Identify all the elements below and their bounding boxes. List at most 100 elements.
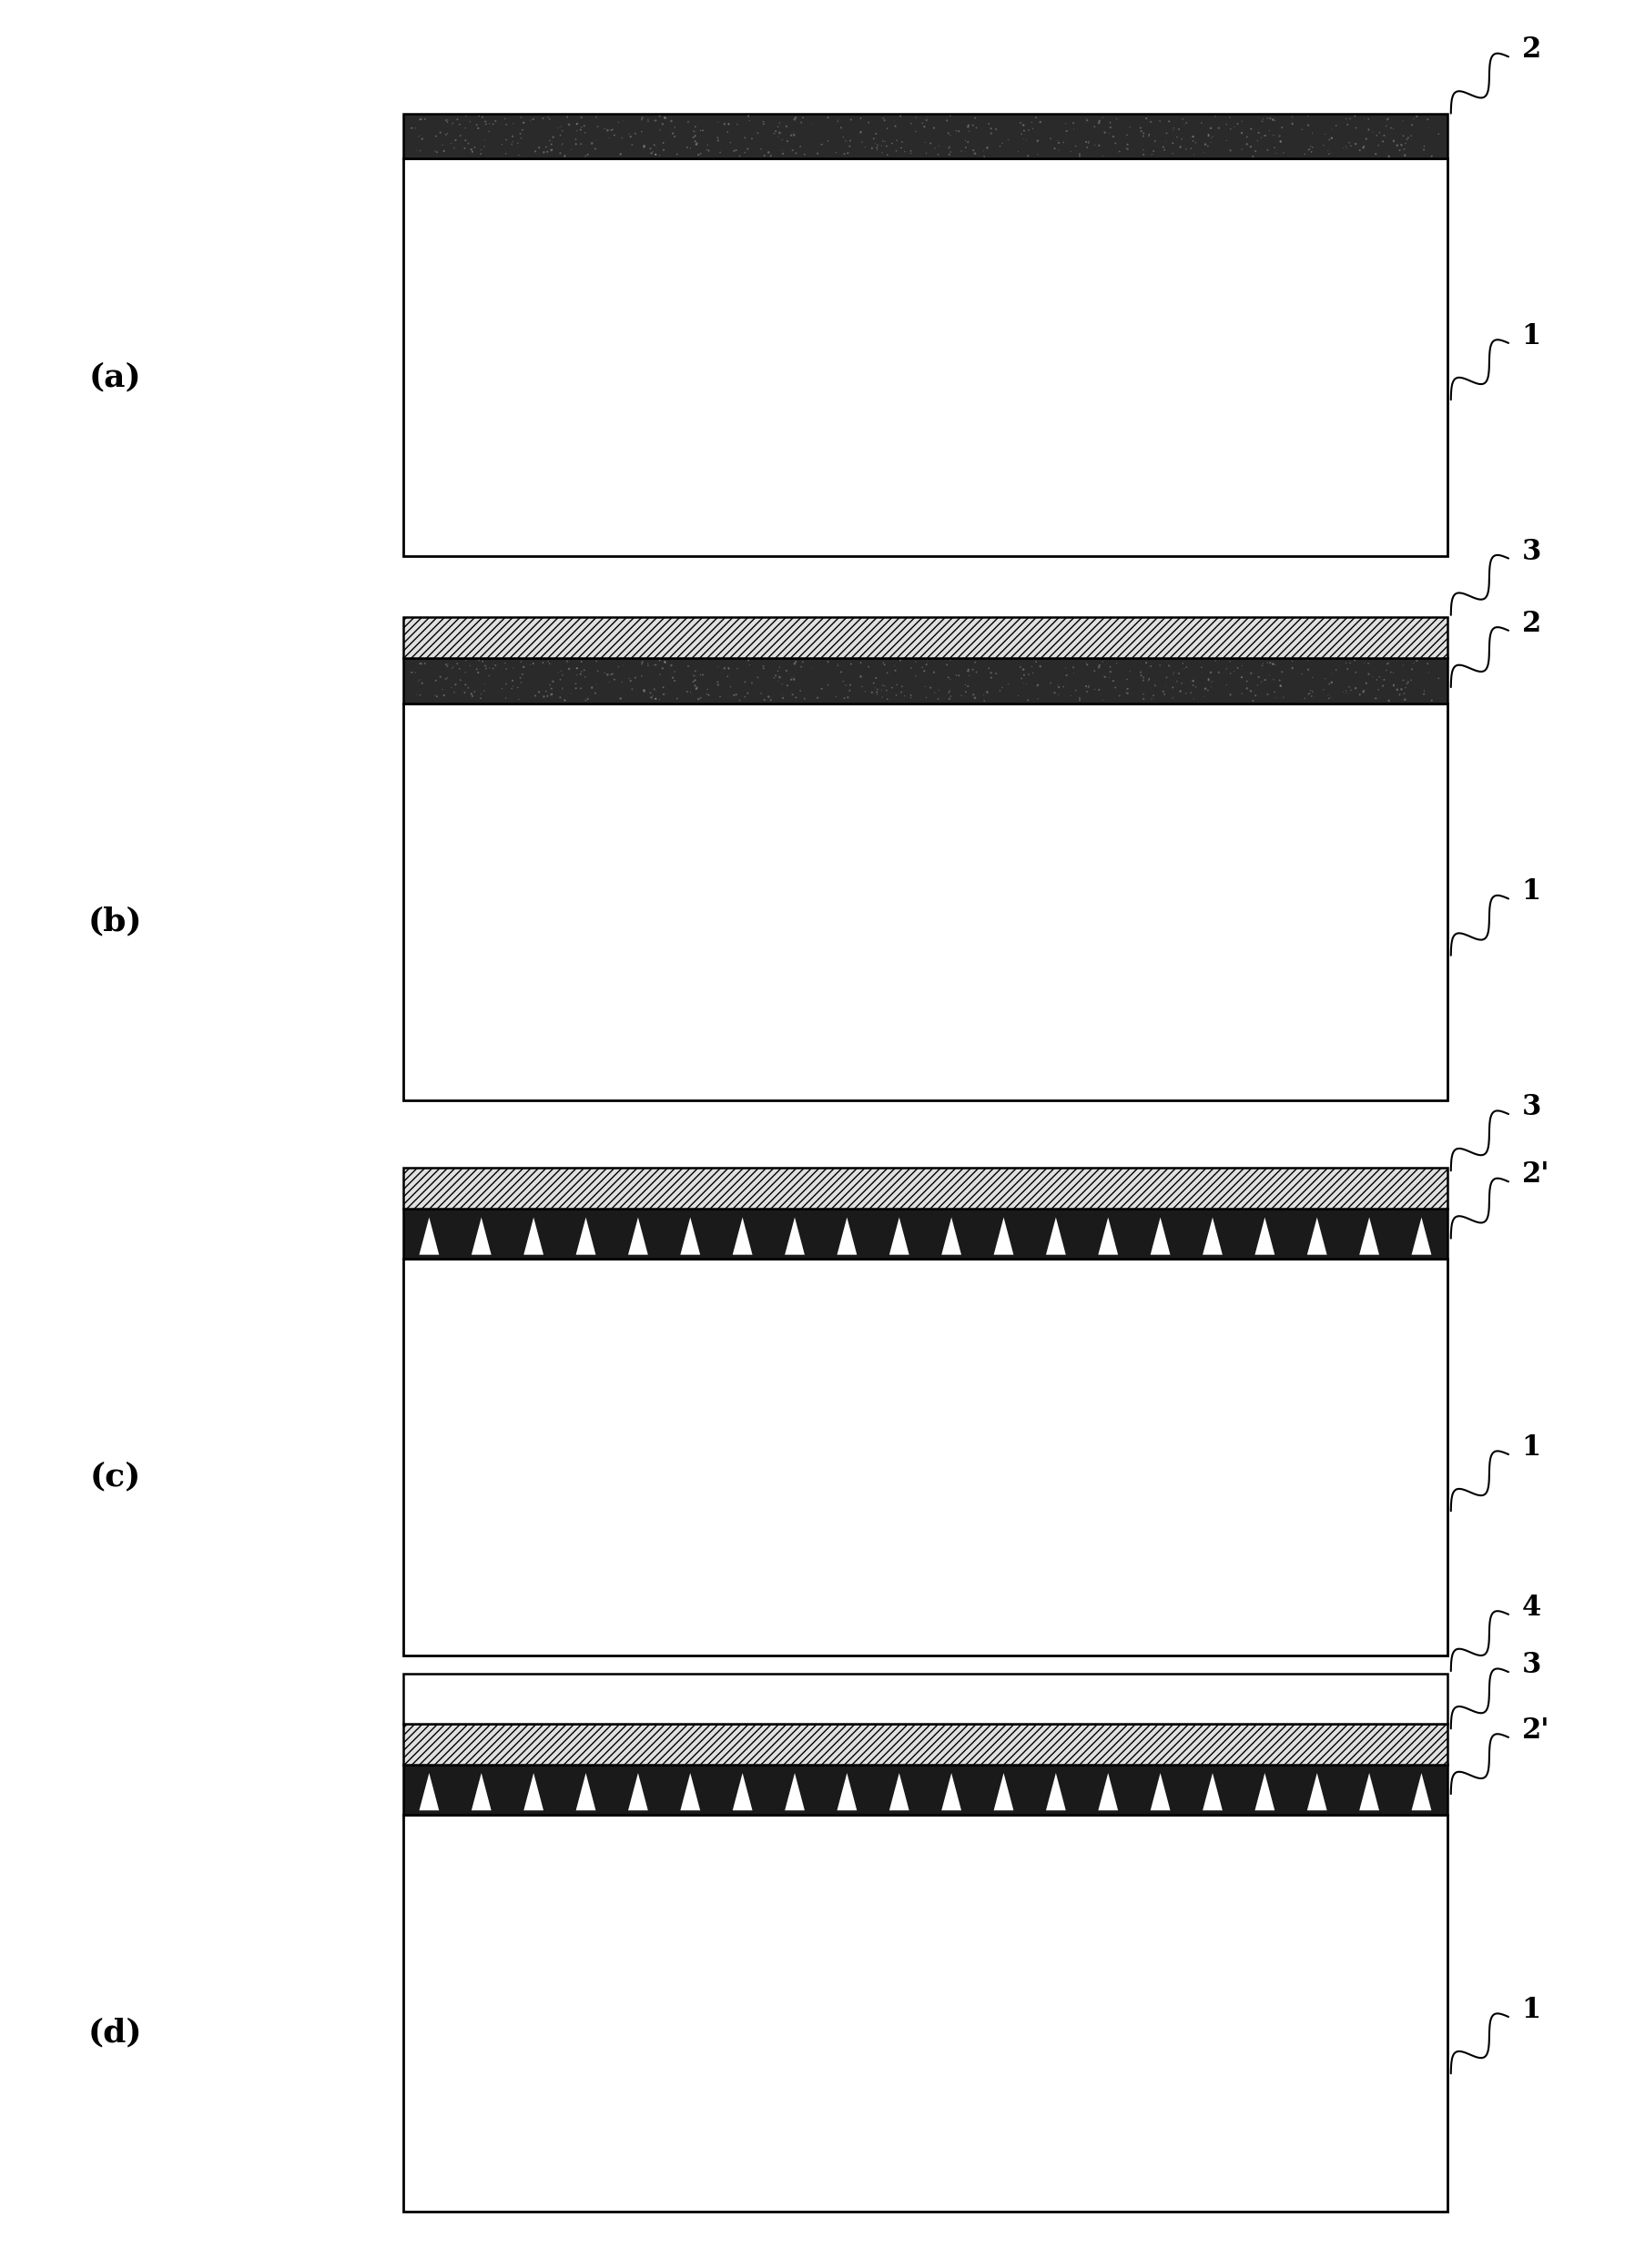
Point (989, 669, 1015, 705)
Point (962, 644, 989, 680)
Point (892, 134, 918, 170)
Point (472, 107, 498, 143)
Point (735, 676, 762, 712)
Point (1196, 116, 1222, 152)
Point (1013, 667, 1040, 703)
Point (1196, 662, 1222, 699)
Point (681, 120, 707, 156)
Point (1375, 100, 1402, 136)
Point (508, 120, 535, 156)
Point (770, 680, 796, 717)
Point (1411, 676, 1438, 712)
Point (582, 132, 609, 168)
Point (643, 102, 670, 138)
Polygon shape (1150, 1774, 1170, 1810)
Point (526, 674, 553, 710)
Point (827, 109, 854, 145)
Point (1041, 674, 1068, 710)
Point (767, 660, 793, 696)
Point (434, 660, 461, 696)
Point (540, 676, 566, 712)
Text: (a): (a) (89, 361, 141, 392)
Point (1214, 667, 1240, 703)
Point (1298, 127, 1324, 163)
Point (781, 658, 808, 694)
Point (1229, 132, 1255, 168)
Polygon shape (837, 1774, 857, 1810)
Point (650, 107, 676, 143)
Point (1318, 120, 1344, 156)
Point (775, 667, 801, 703)
Point (1314, 676, 1341, 712)
Point (1101, 662, 1127, 699)
Point (609, 665, 635, 701)
Point (1061, 655, 1087, 692)
Polygon shape (523, 1774, 543, 1810)
Point (640, 678, 666, 714)
Point (638, 136, 665, 172)
Point (732, 120, 758, 156)
Point (434, 102, 461, 138)
Point (683, 662, 709, 699)
Point (1234, 127, 1260, 163)
Point (765, 662, 791, 699)
Point (494, 651, 520, 687)
Text: (d): (d) (89, 2016, 141, 2048)
Point (1416, 653, 1443, 689)
Point (1086, 104, 1112, 141)
Point (1050, 669, 1076, 705)
Point (814, 667, 841, 703)
Point (1202, 98, 1229, 134)
Point (1142, 122, 1168, 159)
Point (1153, 125, 1179, 161)
Point (688, 136, 714, 172)
Point (684, 669, 711, 705)
Point (564, 651, 591, 687)
Point (1411, 674, 1438, 710)
Point (1367, 658, 1393, 694)
Point (888, 129, 915, 166)
Point (903, 644, 929, 680)
Point (683, 671, 709, 708)
Point (472, 651, 498, 687)
Point (1426, 660, 1453, 696)
Point (512, 104, 538, 141)
Point (1334, 651, 1360, 687)
Point (1018, 104, 1045, 141)
Point (748, 676, 775, 712)
Point (1142, 667, 1168, 703)
Point (971, 683, 997, 719)
Point (1252, 118, 1278, 154)
Point (1295, 132, 1321, 168)
Point (1295, 107, 1321, 143)
Polygon shape (1359, 1218, 1379, 1254)
Point (683, 658, 709, 694)
Point (745, 660, 772, 696)
Point (862, 125, 888, 161)
Point (568, 655, 594, 692)
Point (423, 118, 449, 154)
Point (1311, 127, 1337, 163)
Point (1364, 662, 1390, 699)
Point (1010, 651, 1036, 687)
Point (1342, 98, 1369, 134)
Point (882, 102, 908, 138)
Point (870, 667, 897, 703)
Point (1196, 660, 1222, 696)
Point (456, 125, 482, 161)
Point (1086, 102, 1112, 138)
Point (607, 680, 633, 717)
Point (410, 665, 436, 701)
Polygon shape (1202, 1218, 1222, 1254)
Point (538, 671, 564, 708)
Point (770, 136, 796, 172)
Point (609, 120, 635, 156)
Point (1365, 671, 1392, 708)
Point (1229, 102, 1255, 138)
Point (804, 136, 831, 172)
Point (472, 649, 498, 685)
Text: (c): (c) (89, 1461, 141, 1492)
Point (508, 100, 535, 136)
Point (475, 658, 502, 694)
Point (640, 134, 666, 170)
